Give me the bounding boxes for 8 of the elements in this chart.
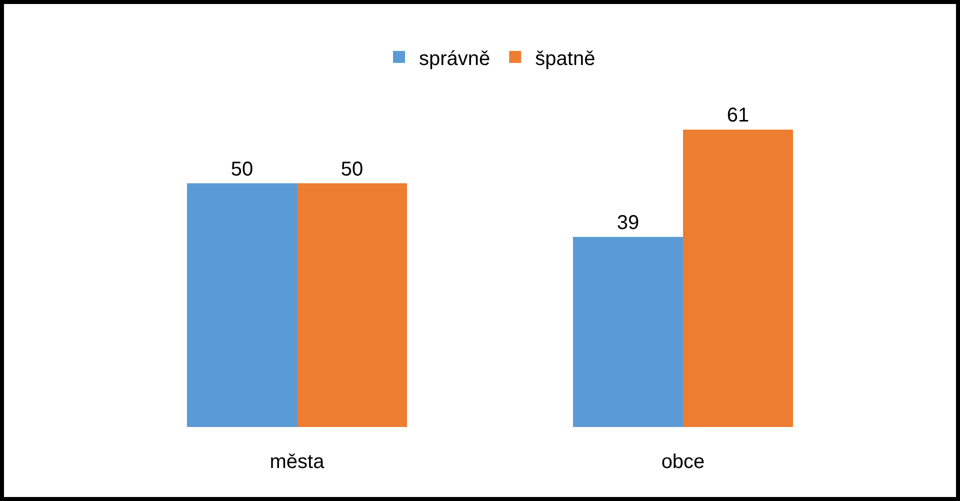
data-label: 39 (616, 212, 640, 234)
data-label: 50 (340, 158, 364, 180)
x-tick-label: obce (661, 451, 705, 473)
legend-label: špatně (535, 48, 596, 70)
legend-label: správně (419, 48, 490, 70)
x-tick-label: města (270, 451, 326, 473)
data-label: 61 (726, 104, 750, 127)
data-label: 50 (230, 158, 254, 180)
